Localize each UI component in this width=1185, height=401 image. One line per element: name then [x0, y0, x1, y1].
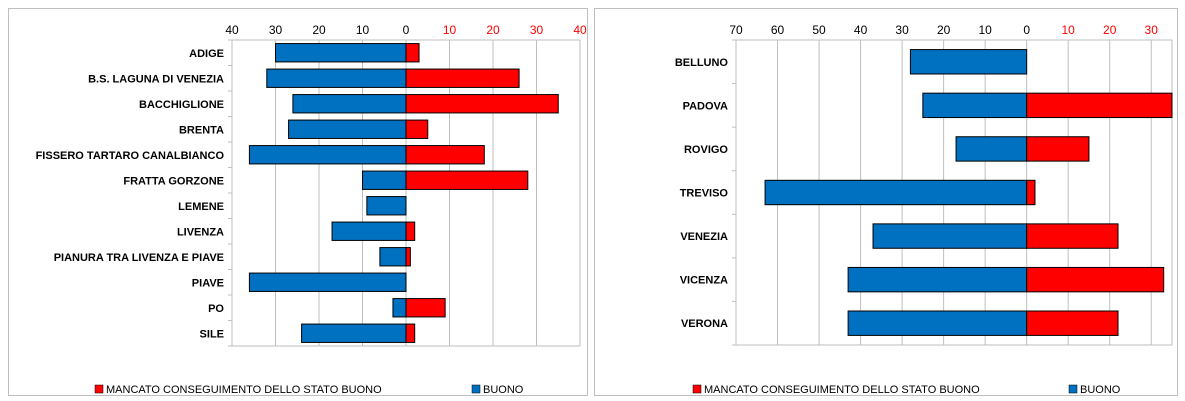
bar-mancato [1026, 179, 1036, 206]
bar-buono [266, 68, 407, 88]
x-tick-label: 20 [312, 23, 326, 37]
category-label: VICENZA [680, 275, 728, 287]
x-tick-label: 10 [978, 23, 992, 37]
bar-mancato [405, 68, 520, 88]
x-tick-label: 30 [895, 23, 909, 37]
x-tick-label: 30 [269, 23, 283, 37]
bar-buono [301, 323, 407, 343]
x-tick-label: 0 [1023, 23, 1030, 37]
x-tick-label: 10 [356, 23, 370, 37]
bar-buono [331, 221, 407, 241]
x-tick-label: 0 [403, 23, 410, 37]
bar-mancato [1026, 223, 1119, 249]
bar-buono [764, 179, 1028, 206]
x-tick-label: 30 [530, 23, 544, 37]
chart-panel-provinces: 70 60 50 40 30 20 10 0 10 20 30 BELLUNO PADOVA ROVIGO… [594, 8, 1178, 396]
category-label: LEMENE [178, 201, 224, 213]
category-label: TREVISO [680, 188, 729, 200]
legend-swatch-buono [1068, 384, 1078, 394]
category-label: ADIGE [189, 48, 224, 60]
bar-mancato [405, 170, 529, 190]
bar-buono [922, 92, 1028, 119]
bar-buono [872, 223, 1028, 249]
bar-buono [847, 266, 1028, 293]
chart-panel-basins: 40 30 20 10 0 10 20 30 40 ADIGE B.S. LAGUNA DI VEN… [8, 8, 588, 396]
bar-mancato [1026, 266, 1165, 293]
provinces-chart: 70 60 50 40 30 20 10 0 10 20 30 BELLUNO PADOVA ROVIGO… [675, 23, 1173, 395]
category-label: SILE [200, 328, 224, 340]
plot-area [735, 39, 1173, 346]
bar-buono [955, 136, 1028, 162]
x-tick-label: 70 [729, 23, 743, 37]
x-tick-label: 20 [486, 23, 500, 37]
x-tick-label: 20 [1103, 23, 1117, 37]
x-tick-label: 40 [573, 23, 587, 37]
bar-mancato [405, 298, 446, 318]
x-tick-label: 10 [443, 23, 457, 37]
category-label: VENEZIA [680, 231, 728, 243]
category-label: VERONA [681, 318, 728, 330]
legend-label-mancato: MANCATO CONSEGUIMENTO DELLO STATO BUONO [704, 384, 980, 395]
bar-buono [248, 272, 407, 292]
category-label: PO [208, 303, 224, 315]
x-tick-label: 30 [1145, 23, 1159, 37]
bar-buono [248, 145, 407, 165]
bar-mancato [405, 94, 559, 114]
category-label: B.S. LAGUNA DI VENEZIA [88, 73, 224, 85]
bar-mancato [1026, 92, 1173, 119]
category-label: PADOVA [683, 100, 728, 112]
x-tick-label: 10 [1062, 23, 1076, 37]
bar-buono [392, 298, 407, 318]
bar-buono [292, 94, 407, 114]
bar-mancato [405, 247, 411, 267]
bar-mancato [405, 145, 485, 165]
category-label: BELLUNO [675, 57, 729, 69]
category-label: FISSERO TARTARO CANALBIANCO [36, 150, 225, 162]
category-label: FRATTA GORZONE [123, 175, 224, 187]
x-tick-label: 40 [225, 23, 239, 37]
bar-buono [847, 310, 1028, 336]
bar-buono [288, 119, 407, 139]
bar-buono [379, 247, 407, 267]
legend-swatch-buono [471, 384, 481, 394]
category-label: PIANURA TRA LIVENZA E PIAVE [54, 252, 224, 264]
bar-buono [909, 49, 1028, 75]
bar-mancato [405, 119, 429, 139]
x-tick-label: 20 [937, 23, 951, 37]
legend-swatch-mancato [692, 384, 702, 394]
category-label: PIAVE [192, 277, 224, 289]
legend-label-buono: BUONO [483, 384, 524, 395]
x-tick-label: 60 [771, 23, 785, 37]
bar-buono [366, 196, 407, 216]
bar-buono [362, 170, 407, 190]
bar-buono [275, 43, 407, 63]
bar-mancato [1026, 136, 1090, 162]
category-label: ROVIGO [684, 144, 728, 156]
legend-label-mancato: MANCATO CONSEGUIMENTO DELLO STATO BUONO [106, 384, 382, 395]
bar-mancato [1026, 310, 1119, 336]
category-label: BACCHIGLIONE [139, 99, 224, 111]
bar-mancato [405, 221, 416, 241]
bar-mancato [405, 323, 416, 343]
category-label: LIVENZA [177, 226, 224, 238]
legend-swatch-mancato [94, 384, 104, 394]
legend-label-buono: BUONO [1080, 384, 1121, 395]
x-tick-label: 50 [812, 23, 826, 37]
category-label: BRENTA [179, 124, 224, 136]
bar-mancato [405, 43, 420, 63]
x-tick-label: 40 [854, 23, 868, 37]
